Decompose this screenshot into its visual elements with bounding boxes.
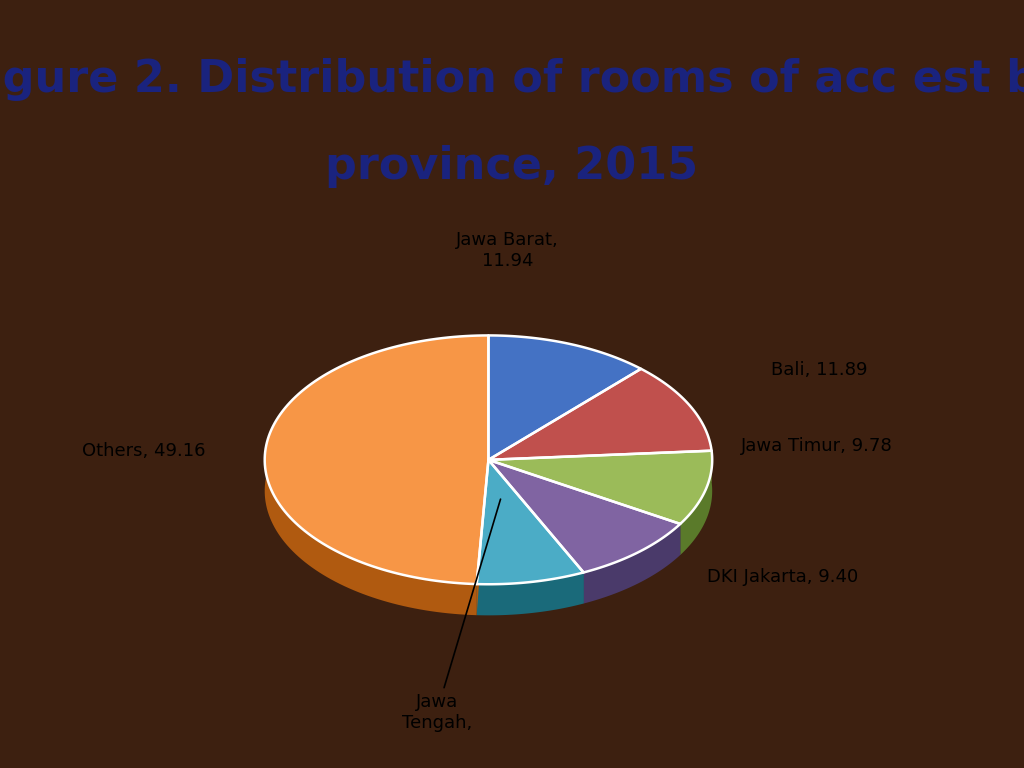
Polygon shape	[476, 572, 584, 615]
Polygon shape	[698, 416, 712, 482]
Polygon shape	[488, 460, 584, 604]
Polygon shape	[476, 460, 488, 615]
Polygon shape	[488, 369, 712, 460]
Polygon shape	[488, 460, 584, 604]
Text: DKI Jakarta, 9.40: DKI Jakarta, 9.40	[708, 568, 859, 586]
Text: Others, 49.16: Others, 49.16	[82, 442, 206, 460]
Text: province, 2015: province, 2015	[326, 145, 698, 188]
Polygon shape	[680, 451, 712, 555]
Polygon shape	[488, 451, 712, 482]
Text: Jawa Barat,
11.94: Jawa Barat, 11.94	[456, 231, 559, 270]
Text: Figure 2. Distribution of rooms of acc est by: Figure 2. Distribution of rooms of acc e…	[0, 58, 1024, 101]
Polygon shape	[265, 336, 488, 584]
Polygon shape	[476, 460, 584, 584]
Polygon shape	[488, 460, 680, 572]
Polygon shape	[488, 460, 680, 555]
Polygon shape	[476, 460, 488, 615]
Polygon shape	[488, 451, 712, 524]
Polygon shape	[488, 451, 712, 482]
Polygon shape	[584, 524, 680, 604]
Text: Jawa Timur, 9.78: Jawa Timur, 9.78	[740, 437, 892, 455]
Polygon shape	[265, 417, 476, 615]
Text: Jawa
Tengah,: Jawa Tengah,	[401, 499, 501, 732]
Polygon shape	[488, 336, 641, 460]
Text: Bali, 11.89: Bali, 11.89	[771, 361, 867, 379]
Polygon shape	[488, 460, 680, 555]
